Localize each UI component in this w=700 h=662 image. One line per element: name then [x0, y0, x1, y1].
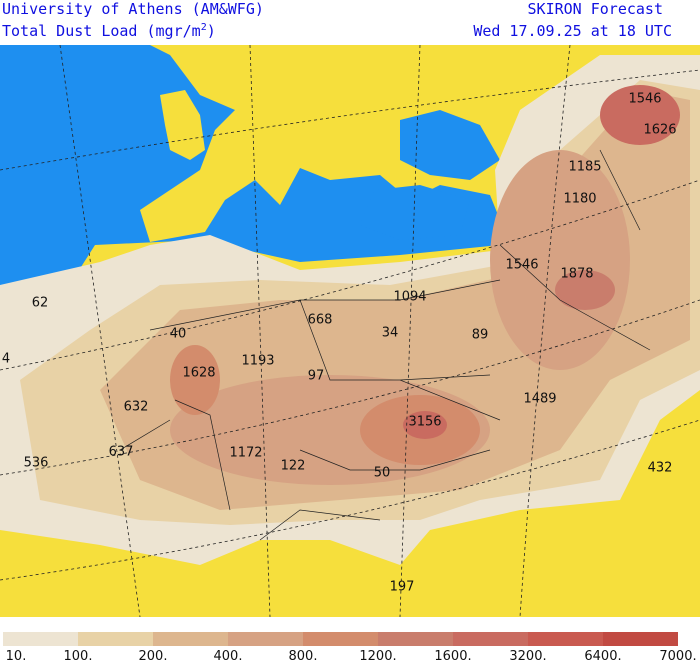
dust-value: 89 — [472, 328, 489, 343]
dust-value: 1878 — [560, 267, 593, 282]
legend-swatch — [3, 632, 78, 646]
legend-swatch — [153, 632, 228, 646]
dust-value: 668 — [308, 313, 333, 328]
dust-value: 1172 — [229, 446, 262, 461]
legend-label: 1600. — [434, 649, 471, 662]
legend-label: 6400. — [584, 649, 621, 662]
dust-800 — [170, 345, 220, 415]
legend-swatch — [78, 632, 153, 646]
dust-value: 122 — [281, 459, 306, 474]
legend-swatch — [228, 632, 303, 646]
dust-1600 — [600, 85, 680, 145]
subtitle-sup: 2 — [201, 22, 207, 33]
right-subtitle: Wed 17.09.25 at 18 UTC — [473, 22, 672, 40]
dust-value: 97 — [308, 369, 325, 384]
dust-value: 1094 — [393, 290, 426, 305]
aegean — [360, 185, 470, 240]
dust-value: 637 — [109, 445, 134, 460]
right-title: SKIRON Forecast — [528, 0, 663, 18]
map-labels: 1546 1626 1185 1180 1546 1878 62 4 40 668 1094 34 89… — [2, 92, 677, 595]
dust-value: 632 — [124, 400, 149, 415]
legend-swatch — [603, 632, 678, 646]
map — [0, 45, 700, 617]
legend-swatch — [303, 632, 378, 646]
legend-label: 800. — [289, 649, 318, 662]
dust-value: 3156 — [408, 415, 441, 430]
dust-value: 432 — [648, 461, 673, 476]
subtitle-end: ) — [207, 22, 216, 40]
dust-value: 1626 — [643, 123, 676, 138]
dust-400 — [490, 150, 630, 370]
dust-value: 1628 — [182, 366, 215, 381]
dust-value: 1193 — [241, 354, 274, 369]
dust-value: 62 — [32, 296, 49, 311]
dust-value: 1185 — [568, 160, 601, 175]
dust-1600 — [403, 411, 447, 439]
legend-label: 1200. — [359, 649, 396, 662]
dust-1200 — [555, 270, 615, 310]
dust-value: 1489 — [523, 392, 556, 407]
dust-value: 536 — [24, 456, 49, 471]
subtitle-text: Total Dust Load (mgr/m — [2, 22, 201, 40]
legend-swatch — [378, 632, 453, 646]
legend-label: 100. — [64, 649, 93, 662]
legend-swatch — [453, 632, 528, 646]
dust-value: 34 — [382, 326, 399, 341]
borders — [119, 149, 651, 541]
land-uk — [160, 90, 205, 160]
legend-label: 7000. — [659, 649, 696, 662]
legend-label: 10. — [6, 649, 27, 662]
dust-value: 197 — [390, 580, 415, 595]
graticule — [0, 45, 700, 617]
legend: 10. 100. 200. 400. 800. 1200. 1600. 3200. 6400. 7… — [3, 632, 697, 662]
dust-value: 1180 — [563, 192, 596, 207]
legend-swatch — [528, 632, 603, 646]
dust-value: 4 — [2, 352, 10, 367]
left-title: University of Athens (AM&WFG) — [2, 0, 264, 18]
dust-value: 50 — [374, 466, 391, 481]
left-subtitle: Total Dust Load (mgr/m2) — [2, 22, 216, 40]
dust-value: 1546 — [628, 92, 661, 107]
legend-label: 200. — [139, 649, 168, 662]
dust-value: 40 — [170, 327, 187, 342]
dust-value: 1546 — [505, 258, 538, 273]
black-sea — [400, 110, 500, 180]
legend-label: 400. — [214, 649, 243, 662]
legend-label: 3200. — [509, 649, 546, 662]
